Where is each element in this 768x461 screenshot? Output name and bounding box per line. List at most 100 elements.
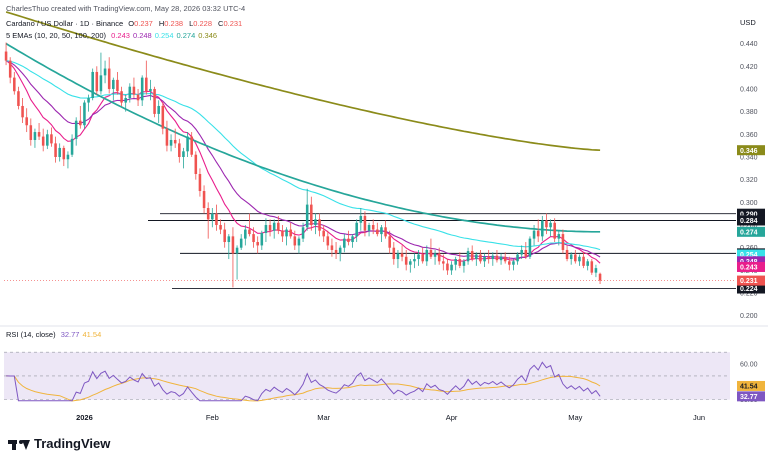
candle (17, 86, 20, 110)
candle (194, 151, 198, 180)
candle-body (371, 225, 375, 230)
price-tag-bg (737, 249, 765, 260)
candle (470, 245, 474, 262)
candle (528, 236, 532, 260)
candle-body (343, 238, 346, 248)
candle (91, 68, 94, 101)
candle-body (483, 256, 486, 262)
candle (491, 252, 495, 266)
candle (413, 253, 416, 269)
candle-body (347, 238, 350, 243)
candle (289, 222, 292, 239)
rsi-header-value: 41.54 (82, 330, 102, 339)
candle-body (553, 222, 556, 239)
candle (244, 225, 247, 246)
candle-body (586, 261, 589, 266)
price-chart[interactable]: USD 0.440 0.420 0.400 0.380 0.360 0.340 0.320 0.… (0, 0, 768, 430)
candle (140, 75, 144, 106)
candle (458, 252, 462, 269)
candle-body (508, 261, 511, 265)
candle (112, 77, 115, 101)
candle-body (429, 249, 433, 257)
candle-body (272, 222, 276, 231)
price-tag: 0.274 (737, 226, 765, 237)
candle (8, 57, 12, 84)
candle (223, 222, 226, 248)
candle-body (536, 230, 540, 237)
candle (182, 147, 185, 169)
candle-body (231, 236, 235, 254)
candle (351, 234, 354, 248)
price-tick-label: 0.440 (740, 41, 758, 48)
candle-body (487, 256, 490, 260)
candle (83, 100, 86, 129)
candle (169, 134, 173, 152)
candle (116, 71, 119, 95)
price-tick-label: 0.360 (740, 132, 758, 139)
candle (235, 245, 239, 280)
candle-body (458, 259, 462, 266)
candle-body (17, 91, 20, 106)
time-tick-label: Apr (446, 413, 458, 422)
candle (503, 252, 507, 264)
candle (437, 247, 441, 265)
rsi-header: RSI (14, close) 32.77 41.54 (6, 330, 107, 339)
ohlc-H: H0.238 (158, 19, 184, 28)
tradingview-logo: TradingView (8, 436, 110, 451)
attribution-text: CharlesThuo created with TradingView.com… (6, 4, 246, 13)
candle-body (66, 154, 70, 160)
candle-body (301, 227, 305, 239)
candle-body (578, 256, 581, 262)
candle-body (277, 222, 280, 231)
candle (404, 249, 408, 271)
candle-body (545, 220, 548, 228)
ema-label: 5 EMAs (10, 20, 50, 100, 200) (6, 31, 107, 40)
candle-body (99, 75, 103, 92)
price-tag-bg (737, 256, 765, 267)
candle (264, 218, 268, 243)
rsi-tag-bg (737, 391, 765, 402)
rsi-tag-bg (737, 380, 765, 391)
candle-body (590, 261, 594, 273)
candle (565, 245, 569, 262)
candle-body (132, 86, 136, 95)
ema-line-50 (6, 60, 601, 251)
candle (594, 264, 598, 278)
candle-body (413, 259, 416, 262)
candle-body (140, 77, 144, 101)
candle (330, 238, 334, 257)
price-tag-bg (737, 275, 765, 286)
candle-body (4, 51, 8, 61)
candle-body (310, 204, 313, 226)
candle-body (598, 273, 602, 281)
candle-body (173, 139, 177, 144)
candle-body (532, 230, 536, 239)
candle-body (128, 86, 132, 99)
candle-body (409, 261, 412, 265)
candle-body (186, 136, 189, 152)
candle (239, 234, 243, 250)
candle-body (46, 134, 49, 146)
candle (322, 225, 325, 243)
candle (561, 229, 565, 254)
candle-body (116, 79, 119, 92)
candle (4, 42, 8, 66)
candle-body (190, 136, 193, 155)
candle-body (359, 215, 363, 223)
candle (450, 261, 453, 275)
candle (227, 234, 231, 260)
candle-body (293, 236, 297, 246)
candle-body (499, 256, 503, 261)
candle-body (305, 204, 309, 228)
candle (396, 249, 400, 269)
candle-body (450, 264, 453, 271)
rsi-values: 32.77 41.54 (61, 330, 105, 339)
candle (66, 151, 70, 169)
candle-body (244, 229, 247, 239)
candle (442, 254, 445, 271)
symbol-header: Cardano / US Dollar · 1D · Binance O0.23… (6, 19, 251, 28)
candle-body (37, 132, 41, 137)
price-tag-bg (737, 261, 765, 272)
level-tag: 0.290 (737, 208, 765, 219)
candle-body (384, 227, 387, 237)
